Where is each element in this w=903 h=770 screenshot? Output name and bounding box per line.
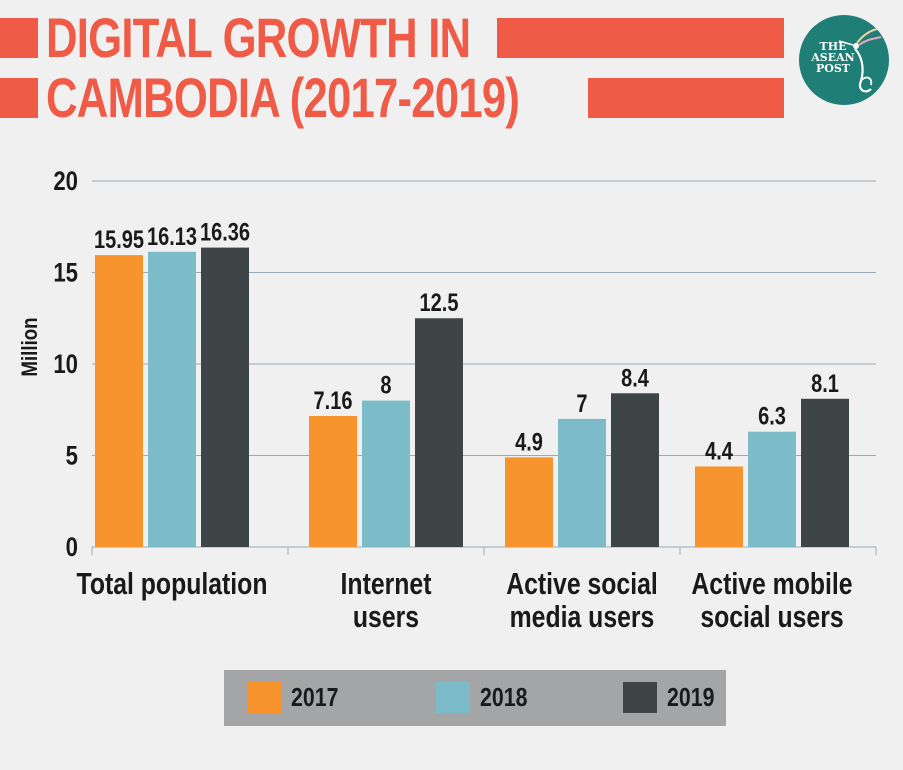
data-label: 4.9: [515, 428, 543, 456]
y-tick-label: 20: [53, 167, 78, 197]
x-tick-label: Total population: [77, 566, 268, 600]
data-label: 7.16: [314, 387, 353, 415]
title-accent-bar-left: [0, 18, 38, 58]
x-tick-label: Internet: [341, 566, 432, 600]
brand-line-1: THE: [819, 40, 847, 53]
legend-item-2019: 2019: [623, 682, 725, 713]
y-tick-label: 5: [66, 442, 79, 472]
data-label: 16.13: [147, 223, 197, 251]
bar-2017-3: [695, 466, 743, 547]
legend-item-2018: 2018: [436, 682, 538, 713]
bar-2019-3: [801, 398, 849, 547]
legend-item-2017: 2017: [247, 682, 349, 713]
bar-2019-1: [415, 318, 463, 547]
bar-2017-0: [95, 255, 143, 548]
y-axis-label: Million: [19, 317, 43, 376]
page-title-line-1: DIGITAL GROWTH IN: [46, 6, 471, 69]
title-accent-bar-right-1: [497, 18, 784, 58]
data-label: 8.1: [811, 370, 839, 398]
brand-name: THE ASEAN POST: [803, 41, 863, 74]
title-accent-bar-right-2: [588, 78, 784, 118]
legend-label-2017: 2017: [291, 682, 339, 712]
data-label: 4.4: [705, 437, 733, 465]
data-label: 12.5: [420, 289, 459, 317]
legend-swatch-2018: [436, 682, 470, 713]
data-label: 16.36: [200, 219, 250, 247]
data-label: 8: [380, 372, 391, 400]
title-line-2: CAMBODIA (2017-2019): [0, 70, 653, 126]
x-tick-label: media users: [510, 599, 655, 633]
legend-label-2018: 2018: [480, 682, 528, 712]
brand-logo: THE ASEAN POST: [799, 15, 889, 105]
legend-label-2019: 2019: [667, 682, 715, 712]
bar-2018-2: [558, 418, 606, 547]
x-tick-label: social users: [700, 599, 843, 633]
bar-2019-2: [611, 393, 659, 547]
brand-line-3: POST: [816, 62, 850, 75]
legend-swatch-2019: [623, 682, 657, 713]
x-tick-label: Active social: [506, 566, 658, 600]
bar-2017-2: [505, 457, 553, 547]
y-tick-label: 0: [66, 533, 78, 563]
title-accent-bar-left-2: [0, 78, 38, 118]
data-label: 8.4: [621, 364, 649, 392]
data-label: 15.95: [94, 226, 144, 254]
x-tick-label: Active mobile: [691, 566, 852, 600]
bar-2017-1: [309, 415, 357, 547]
title-line-1: DIGITAL GROWTH IN: [0, 10, 590, 66]
data-label: 7: [576, 390, 587, 418]
chart-legend: 2017 2018 2019: [224, 670, 726, 726]
bar-2018-1: [362, 400, 410, 547]
bar-2018-3: [748, 431, 796, 547]
data-label: 6.3: [758, 403, 786, 431]
y-tick-label: 15: [53, 259, 78, 289]
page-title-line-2: CAMBODIA (2017-2019): [46, 66, 520, 129]
brand-line-2: ASEAN: [811, 51, 855, 64]
x-tick-label: users: [353, 599, 419, 633]
y-tick-label: 10: [53, 350, 78, 380]
hummingbird-icon: [838, 28, 882, 93]
bar-2018-0: [148, 251, 196, 548]
legend-swatch-2017: [247, 682, 281, 713]
bar-2019-0: [201, 247, 249, 547]
bar-chart: 0 5 10 15 20 Million 15.95 16.13 16.36 Total popu…: [19, 167, 877, 634]
